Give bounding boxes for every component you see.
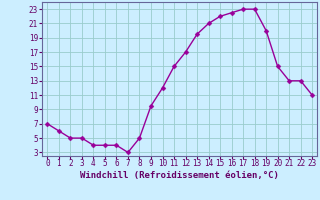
X-axis label: Windchill (Refroidissement éolien,°C): Windchill (Refroidissement éolien,°C) [80, 171, 279, 180]
